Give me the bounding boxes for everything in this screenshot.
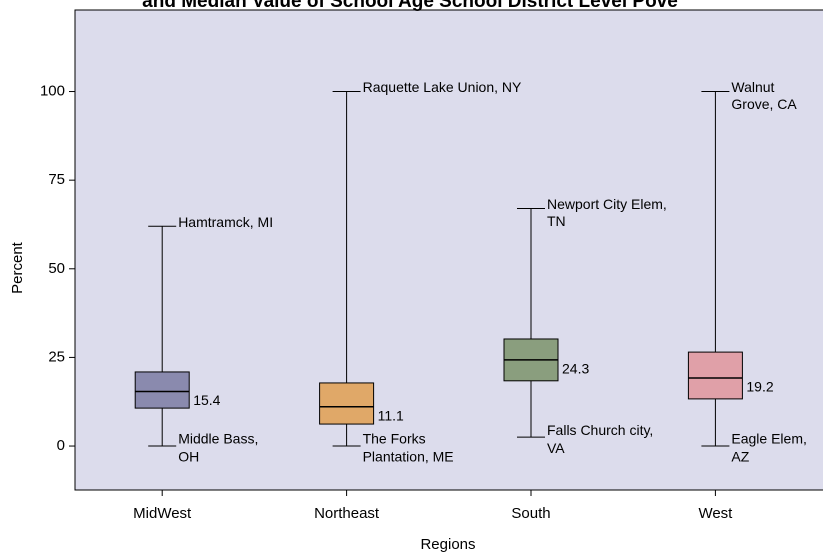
median-label: 24.3 [562,361,589,377]
chart-title: and Median Value of School Age School Di… [142,0,678,12]
max-label: Raquette Lake Union, NY [363,79,522,95]
y-tick-label: 75 [48,171,65,188]
x-tick-label: West [698,505,733,522]
median-label: 11.1 [378,407,404,423]
y-tick-label: 0 [57,437,65,454]
min-label: Eagle Elem, [731,431,806,447]
box [687,351,743,400]
median-label: 19.2 [746,379,773,395]
y-tick-label: 25 [48,348,65,365]
x-axis-label: Regions [420,536,475,553]
max-label: Grove, CA [731,96,797,112]
box [134,371,190,409]
median-label: 15.4 [193,392,220,408]
min-label: VA [547,440,565,456]
plot-area [74,9,823,491]
y-tick-label: 100 [40,83,65,100]
y-tick-label: 50 [48,260,65,277]
min-label: Plantation, ME [363,449,454,465]
max-label: Walnut [731,79,774,95]
x-tick-label: MidWest [133,505,192,522]
x-tick-label: Northeast [314,505,380,522]
box [319,382,375,425]
min-label: AZ [731,449,749,465]
y-axis-label: Percent [9,241,26,294]
min-label: The Forks [363,431,426,447]
max-label: TN [547,213,566,229]
min-label: Middle Bass, [178,431,258,447]
min-label: Falls Church city, [547,422,653,438]
max-label: Newport City Elem, [547,196,667,212]
max-label: Hamtramck, MI [178,214,273,230]
min-label: OH [178,449,199,465]
x-tick-label: South [511,505,550,522]
